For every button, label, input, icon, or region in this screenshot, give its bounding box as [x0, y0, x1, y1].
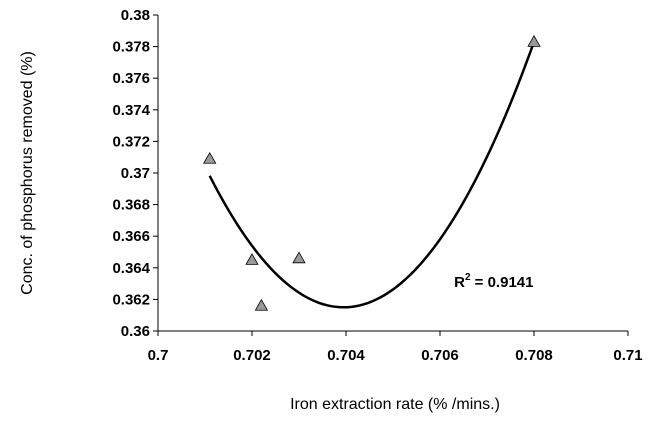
y-tick-label: 0.366: [112, 228, 150, 245]
y-tick-label: 0.37: [121, 165, 150, 182]
y-tick-label: 0.368: [112, 197, 150, 214]
x-tick-label: 0.702: [233, 347, 271, 364]
x-tick-label: 0.71: [613, 347, 642, 364]
data-point: [254, 298, 269, 311]
r-squared-value: = 0.9141: [471, 274, 534, 291]
r-squared-superscript: 2: [465, 272, 471, 283]
y-ticks: 0.36 0.362 0.364 0.366 0.368 0.37 0.372 0.374 0.…: [112, 7, 158, 340]
y-axis-title: Conc. of phosphorus removed (%): [19, 51, 36, 295]
y-tick-label: 0.38: [121, 7, 150, 24]
r-squared-label: R: [454, 274, 465, 291]
y-tick-label: 0.374: [112, 102, 150, 119]
trendline: [208, 41, 536, 309]
y-tick-label: 0.378: [112, 39, 150, 56]
data-point: [203, 151, 217, 164]
x-ticks: 0.7 0.702 0.704 0.706 0.708 0.71: [148, 331, 643, 364]
r-squared-annotation: R2 = 0.9141: [454, 272, 533, 291]
y-tick-label: 0.372: [112, 133, 150, 150]
y-tick-label: 0.376: [112, 70, 150, 87]
data-point: [527, 35, 541, 47]
x-tick-label: 0.704: [327, 347, 365, 364]
y-axis: 0.36 0.362 0.364 0.366 0.368 0.37 0.372 0.374 0.…: [112, 7, 159, 340]
x-axis: 0.7 0.702 0.704 0.706 0.708 0.71: [148, 330, 643, 364]
x-tick-label: 0.708: [515, 347, 553, 364]
y-tick-label: 0.364: [112, 260, 150, 277]
y-tick-label: 0.36: [121, 323, 150, 340]
x-axis-title: Iron extraction rate (% /mins.): [290, 396, 500, 413]
data-point: [292, 251, 306, 264]
data-point: [245, 253, 259, 265]
y-tick-label: 0.362: [112, 291, 150, 308]
data-points: [203, 35, 541, 311]
x-tick-label: 0.706: [421, 347, 459, 364]
x-tick-label: 0.7: [148, 347, 169, 364]
